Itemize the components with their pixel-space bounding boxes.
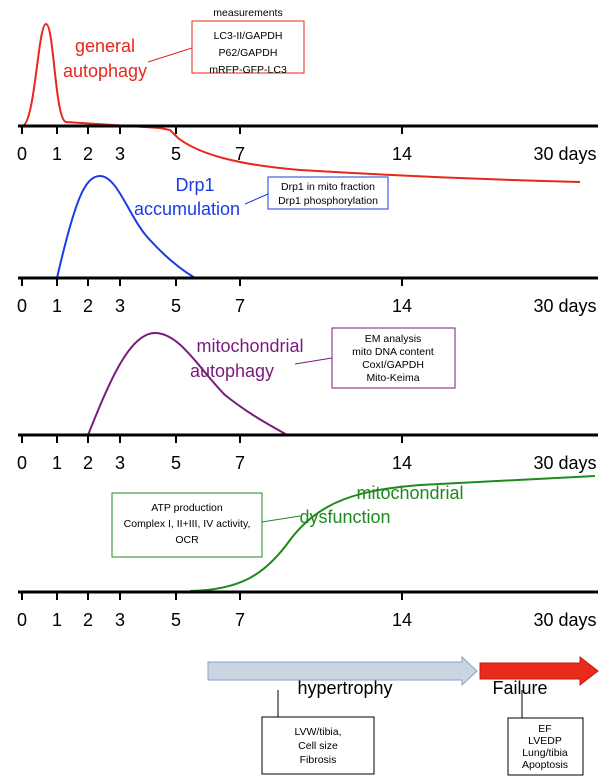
box-header: measurements xyxy=(213,7,282,19)
tick-label: 30 days xyxy=(533,296,596,316)
curve xyxy=(56,174,196,279)
panel-title: accumulation xyxy=(134,199,240,219)
box xyxy=(507,717,584,776)
box-text: CoxI/GAPDH xyxy=(362,359,424,371)
tick-label: 0 xyxy=(17,144,27,164)
tick-label: 7 xyxy=(235,296,245,316)
box-text: mito DNA content xyxy=(352,346,434,358)
failure-arrow xyxy=(479,655,599,687)
box-text: ATP production xyxy=(151,502,223,514)
tick-label: 14 xyxy=(392,610,412,630)
tick-label: 0 xyxy=(17,610,27,630)
box-text: Drp1 phosphorylation xyxy=(278,195,378,207)
box-text: Lung/tibia xyxy=(522,747,568,759)
box xyxy=(261,716,375,775)
tick-label: 1 xyxy=(52,296,62,316)
tick-label: 30 days xyxy=(533,610,596,630)
tick-label: 14 xyxy=(392,144,412,164)
panel-title: mitochondrial xyxy=(356,483,463,503)
tick-label: 14 xyxy=(392,296,412,316)
curve xyxy=(87,331,288,436)
box-text: OCR xyxy=(175,534,199,546)
hypertrophy-arrow xyxy=(207,655,478,687)
tick-label: 30 days xyxy=(533,453,596,473)
box-text: Fibrosis xyxy=(300,754,337,766)
box-text: LC3-II/GAPDH xyxy=(214,30,283,42)
box-text: Mito-Keima xyxy=(366,372,419,384)
tick-label: 1 xyxy=(52,453,62,473)
tick-label: 2 xyxy=(83,144,93,164)
tick-label: 1 xyxy=(52,144,62,164)
curve xyxy=(21,22,581,183)
tick-label: 5 xyxy=(171,610,181,630)
tick-label: 3 xyxy=(115,610,125,630)
box-text: Cell size xyxy=(298,740,338,752)
phase-label: hypertrophy xyxy=(297,678,392,698)
panel-title: general xyxy=(75,36,135,56)
panel-title: autophagy xyxy=(190,361,274,381)
connector xyxy=(261,515,301,523)
box xyxy=(111,492,263,558)
box-text: LVEDP xyxy=(528,735,562,747)
tick-label: 3 xyxy=(115,144,125,164)
tick-label: 2 xyxy=(83,610,93,630)
box-text: LVW/tibia, xyxy=(294,726,341,738)
box-text: Apoptosis xyxy=(522,759,568,771)
panel-title: mitochondrial xyxy=(196,336,303,356)
connector xyxy=(244,193,269,205)
panel-title: autophagy xyxy=(63,61,147,81)
tick-label: 3 xyxy=(115,453,125,473)
tick-label: 1 xyxy=(52,610,62,630)
connector xyxy=(294,357,333,365)
tick-label: 2 xyxy=(83,296,93,316)
connector xyxy=(147,47,193,63)
tick-label: 7 xyxy=(235,144,245,164)
box-text: Complex I, II+III, IV activity, xyxy=(124,518,251,530)
tick-label: 5 xyxy=(171,296,181,316)
box xyxy=(267,176,389,210)
box-text: EM analysis xyxy=(365,333,422,345)
tick-label: 7 xyxy=(235,610,245,630)
box-text: P62/GAPDH xyxy=(219,47,278,59)
tick-label: 2 xyxy=(83,453,93,473)
panel-title: Drp1 xyxy=(175,175,214,195)
tick-label: 5 xyxy=(171,144,181,164)
tick-label: 7 xyxy=(235,453,245,473)
tick-label: 14 xyxy=(392,453,412,473)
panel-title: dysfunction xyxy=(299,507,390,527)
phase-label: Failure xyxy=(492,678,547,698)
curve xyxy=(189,475,596,592)
tick-label: 0 xyxy=(17,296,27,316)
box-text: mRFP-GFP-LC3 xyxy=(209,64,287,76)
tick-label: 5 xyxy=(171,453,181,473)
box-text: EF xyxy=(538,723,551,735)
tick-label: 3 xyxy=(115,296,125,316)
tick-label: 30 days xyxy=(533,144,596,164)
box xyxy=(191,20,305,74)
box-text: Drp1 in mito fraction xyxy=(281,181,375,193)
tick-label: 0 xyxy=(17,453,27,473)
